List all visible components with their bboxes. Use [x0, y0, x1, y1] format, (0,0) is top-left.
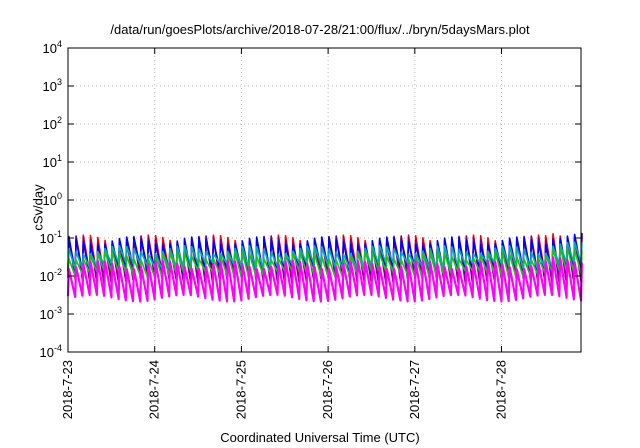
y-axis: 10-4 10-3 10-2 10-1 100 101 102 103 104: [40, 39, 581, 360]
y-tick-label: 104: [43, 39, 62, 56]
y-tick-label: 10-2: [40, 267, 62, 284]
x-tick-label: 2018-7-28: [494, 360, 509, 419]
series-line-5: [66, 256, 583, 303]
y-axis-label: cSv/day: [30, 184, 46, 231]
y-tick-label: 10-3: [40, 305, 62, 322]
series-group: [66, 232, 583, 303]
y-tick-label: 10-1: [40, 229, 62, 246]
x-tick-label: 2018-7-25: [233, 360, 248, 419]
y-tick-label: 100: [43, 191, 62, 208]
x-tick-label: 2018-7-23: [60, 360, 75, 419]
y-tick-label: 103: [43, 77, 62, 94]
x-tick-label: 2018-7-26: [320, 360, 335, 419]
x-tick-label: 2018-7-27: [407, 360, 422, 419]
x-axis: 2018-7-23 2018-7-24 2018-7-25 2018-7-26 2018…: [60, 48, 509, 419]
x-axis-label: Coordinated Universal Time (UTC): [220, 430, 420, 445]
y-tick-label: 102: [43, 115, 62, 132]
grid-lines: [68, 48, 581, 352]
y-tick-label: 10-4: [40, 343, 62, 360]
chart-title: /data/run/goesPlots/archive/2018-07-28/2…: [110, 22, 530, 37]
x-tick-label: 2018-7-24: [147, 360, 162, 419]
y-tick-label: 101: [43, 153, 62, 170]
